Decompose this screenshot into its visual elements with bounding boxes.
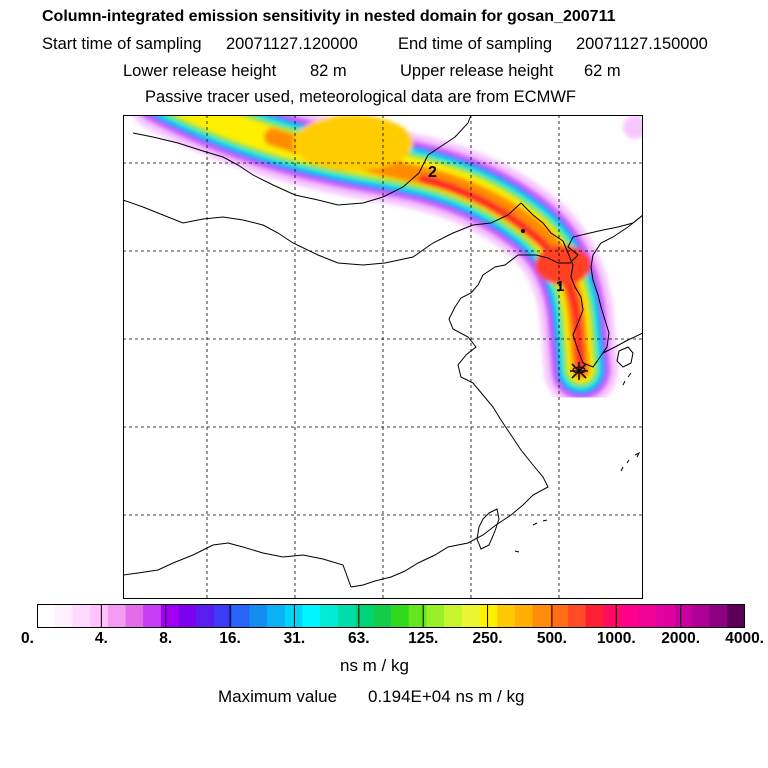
colorbar-cell xyxy=(532,604,551,628)
china-coast xyxy=(350,214,643,588)
korea-border xyxy=(520,202,564,242)
colorbar-tick-label: 63. xyxy=(348,630,370,647)
colorbar-cell xyxy=(585,604,604,628)
colorbar-cell xyxy=(656,604,675,628)
map-panel: 2 1 xyxy=(123,115,643,599)
tracer-note: Passive tracer used, meteorological data… xyxy=(145,88,576,106)
colorbar-cell xyxy=(461,604,481,628)
colorbar-cell xyxy=(603,604,622,628)
map-frame xyxy=(123,115,643,599)
receptor-star-icon xyxy=(570,362,588,380)
colorbar-cell xyxy=(426,604,445,628)
japan-honshu xyxy=(602,332,643,354)
colorbar-frame xyxy=(37,604,745,628)
colorbar-cell xyxy=(178,604,197,628)
korea-west-coast xyxy=(562,240,599,368)
colorbar-cell xyxy=(709,604,728,628)
colorbar-cell xyxy=(231,604,250,628)
hainan-coast xyxy=(123,542,352,588)
inner-border xyxy=(123,199,522,266)
colorbar-cell xyxy=(497,604,516,628)
end-time-label: End time of sampling xyxy=(398,35,553,53)
islands-small xyxy=(514,519,548,553)
colorbar-tick-label: 31. xyxy=(283,630,306,647)
colorbar-cell xyxy=(267,604,286,628)
colorbar-cell xyxy=(391,604,410,628)
end-time-value: 20071127.150000 xyxy=(576,35,708,53)
colorbar-cell xyxy=(160,604,180,628)
colorbar-cell xyxy=(107,604,127,628)
colorbar-cell xyxy=(196,604,215,628)
colorbar-cell xyxy=(674,604,693,628)
colorbar-tick-label: 4. xyxy=(94,630,108,647)
plume-corner-pink xyxy=(623,115,643,139)
graticule xyxy=(123,115,643,599)
colorbar-cell xyxy=(514,604,534,628)
colorbar-cell xyxy=(320,604,339,628)
colorbar-cell xyxy=(337,604,357,628)
colorbar-tick-label: 0. xyxy=(21,630,34,647)
lower-release-value: 82 m xyxy=(310,62,347,80)
colorbar-cell xyxy=(125,604,144,628)
colorbar-tick-label: 125. xyxy=(408,630,439,647)
lower-release-label: Lower release height xyxy=(123,62,277,80)
colorbar-tick-label: 500. xyxy=(536,630,567,647)
trajectory-point xyxy=(521,229,525,233)
colorbar xyxy=(37,604,745,628)
colorbar-cell xyxy=(302,604,321,628)
colorbar-cell xyxy=(214,604,233,628)
colorbar-cell xyxy=(691,604,711,628)
day-1-label: 1 xyxy=(556,278,564,295)
colorbar-cell xyxy=(568,604,587,628)
colorbar-tick-label: 16. xyxy=(219,630,241,647)
korea-east-coast xyxy=(590,214,643,361)
plume-band-red xyxy=(418,174,586,375)
colorbar-unit: ns m / kg xyxy=(340,656,409,675)
colorbar-tick-label: 8. xyxy=(159,630,173,647)
colorbar-tick-label: 2000. xyxy=(661,630,701,647)
colorbar-cell xyxy=(37,604,56,628)
taiwan-island xyxy=(476,508,500,550)
colorbar-cell xyxy=(72,604,91,628)
start-time-label: Start time of sampling xyxy=(42,35,202,53)
start-time-value: 20071127.120000 xyxy=(226,35,358,53)
colorbar-cell xyxy=(621,604,640,628)
colorbar-cell xyxy=(355,604,374,628)
upper-release-value: 62 m xyxy=(584,62,621,80)
japan-islands-a xyxy=(620,372,641,472)
plot-title: Column-integrated emission sensitivity i… xyxy=(42,8,616,25)
russia-border xyxy=(132,115,472,206)
day-2-label: 2 xyxy=(428,164,437,181)
colorbar-tick-label: 1000. xyxy=(596,630,636,647)
colorbar-cell xyxy=(143,604,162,628)
colorbar-cell xyxy=(727,604,745,628)
colorbar-cell xyxy=(373,604,392,628)
colorbar-tick-label: 4000. xyxy=(725,630,764,647)
colorbar-cell xyxy=(54,604,73,628)
maximum-value: 0.194E+04 ns m / kg xyxy=(368,687,525,706)
plume-blob-tail xyxy=(535,245,591,285)
colorbar-cell xyxy=(444,604,463,628)
japan-kyushu xyxy=(616,346,634,368)
colorbar-cell xyxy=(550,604,569,628)
upper-release-label: Upper release height xyxy=(400,62,554,80)
colorbar-cell xyxy=(249,604,268,628)
colorbar-cell xyxy=(479,604,498,628)
colorbar-cell xyxy=(638,604,658,628)
colorbar-cell xyxy=(408,604,427,628)
colorbar-tick-label: 250. xyxy=(472,630,503,647)
colorbar-cell xyxy=(90,604,109,628)
maximum-label: Maximum value xyxy=(218,687,338,706)
